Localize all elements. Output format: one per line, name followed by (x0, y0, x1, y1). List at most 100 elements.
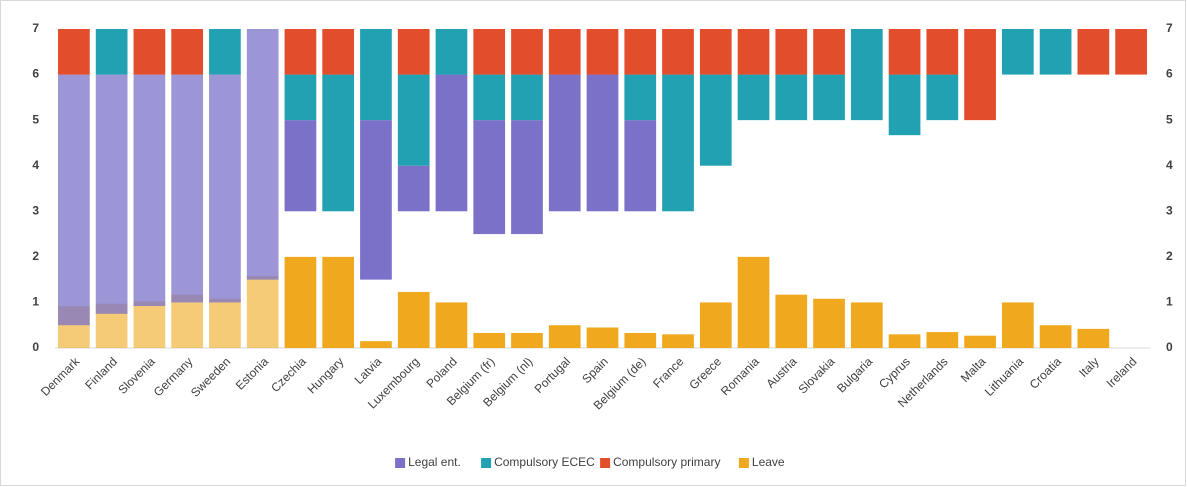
bar-segment (209, 29, 241, 75)
y2-tick-label: 7 (1166, 21, 1173, 35)
bar-segment (737, 256, 770, 348)
bar-segment (737, 74, 770, 121)
bar-segment (133, 74, 166, 307)
bar-segment (284, 256, 317, 348)
y-tick-label: 0 (32, 340, 39, 354)
y-tick-label: 4 (32, 158, 39, 172)
bar-segment (1039, 325, 1072, 348)
y2-tick-label: 1 (1166, 295, 1173, 309)
bar-segment (586, 74, 619, 212)
bar-segment (624, 120, 657, 212)
bar-segment (246, 275, 279, 348)
bar-segment (548, 74, 581, 212)
bar-segment (699, 74, 732, 166)
legend-label: Leave (752, 455, 785, 469)
bar-segment (171, 74, 204, 303)
bar-segment (209, 74, 241, 303)
bar-segment (397, 291, 430, 348)
bar-segment (473, 29, 506, 75)
bar-segment (624, 74, 657, 121)
bar-segment (926, 29, 959, 75)
bar-segment (586, 327, 619, 348)
bar-segment (397, 29, 430, 75)
bar-segment (133, 301, 166, 348)
legend-label: Compulsory ECEC (494, 455, 595, 469)
bar-segment (511, 74, 543, 121)
legend-label: Legal ent. (408, 455, 461, 469)
bar-segment (435, 29, 468, 75)
bar-segment (1077, 29, 1110, 75)
bar-segment (1001, 29, 1034, 75)
bar-segment (284, 74, 317, 121)
bar-segment (322, 256, 355, 348)
bar-segment (737, 29, 770, 75)
bar-segment (1077, 328, 1110, 348)
bar-segment (58, 74, 90, 326)
bar-segment (284, 120, 317, 212)
bar-segment (1001, 302, 1034, 348)
y2-tick-label: 0 (1166, 340, 1173, 354)
legend-swatch (395, 458, 406, 468)
bar-segment (548, 325, 581, 348)
bar-segment (511, 29, 543, 75)
bar-segment (813, 74, 845, 121)
bar-segment (435, 74, 468, 212)
legend-label: Compulsory primary (613, 455, 720, 469)
bar-segment (511, 120, 543, 235)
bar-segment (360, 341, 392, 348)
bar-segment (926, 74, 959, 121)
bar-segment (360, 120, 392, 280)
bar-segment (473, 120, 506, 235)
bar-segment (888, 334, 921, 348)
bar-segment (662, 334, 694, 348)
bar-segment (813, 29, 845, 75)
y-tick-label: 3 (32, 203, 39, 217)
bar-segment (473, 332, 506, 348)
bar-segment (699, 302, 732, 348)
bar-segment (850, 302, 883, 348)
y2-tick-label: 5 (1166, 112, 1173, 126)
bar-segment (888, 74, 921, 136)
bar-segment (775, 29, 808, 75)
bar-segment (775, 294, 808, 348)
bar-segment (662, 29, 694, 75)
y-tick-label: 7 (32, 21, 39, 35)
y2-tick-label: 6 (1166, 67, 1173, 81)
bar-segment (473, 74, 506, 121)
legend-swatch (481, 458, 492, 468)
y-tick-label: 6 (32, 67, 39, 81)
bar-segment (1039, 29, 1072, 75)
bar-segment (775, 74, 808, 121)
bar-segment (548, 29, 581, 75)
bar-segment (322, 29, 355, 75)
bar-segment (699, 29, 732, 75)
legend-swatch (600, 458, 611, 468)
bar-segment (511, 332, 543, 348)
bar-segment (322, 74, 355, 212)
bar-segment (926, 332, 959, 348)
bar-segment (624, 332, 657, 348)
y2-tick-label: 4 (1166, 158, 1173, 172)
bar-segment (1115, 29, 1147, 75)
bar-segment (435, 302, 468, 348)
bar-segment (95, 74, 128, 314)
bar-segment (624, 29, 657, 75)
bar-segment (964, 29, 996, 121)
bar-segment (246, 29, 279, 280)
bar-segment (209, 298, 241, 348)
bar-segment (360, 29, 392, 121)
y-tick-label: 5 (32, 112, 39, 126)
y-tick-label: 1 (32, 295, 39, 309)
bar-segment (95, 29, 128, 75)
bar-segment (888, 29, 921, 75)
bar-segment (397, 74, 430, 166)
bar-segment (813, 298, 845, 348)
bar-segment (171, 294, 204, 348)
bar-segment (850, 29, 883, 121)
bar-segment (284, 29, 317, 75)
bar-segment (662, 74, 694, 212)
y-tick-label: 2 (32, 249, 39, 263)
bar-segment (171, 29, 204, 75)
